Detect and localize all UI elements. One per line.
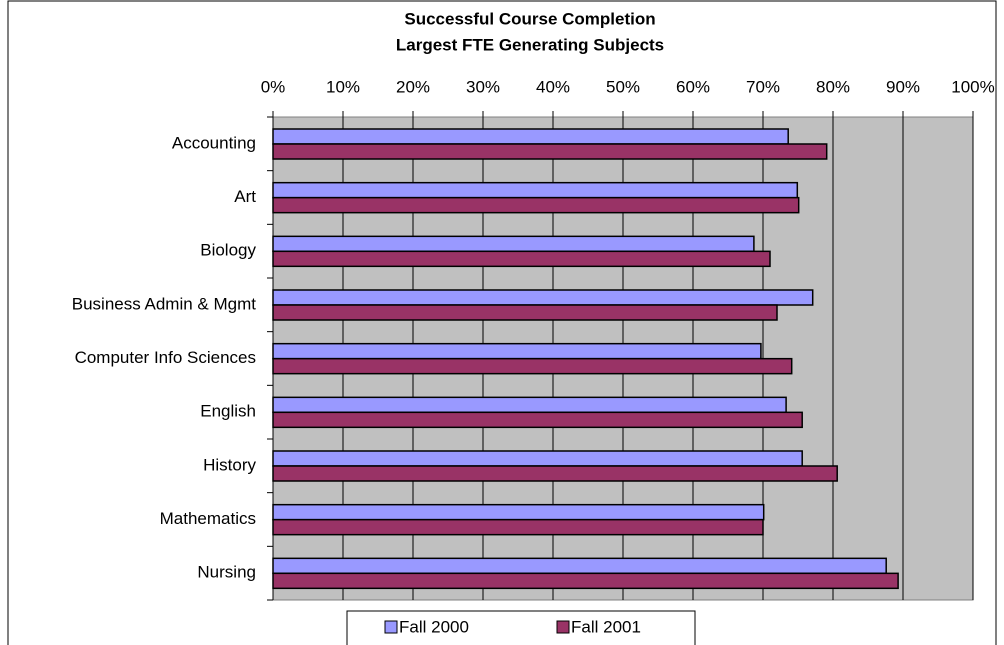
x-tick-label: 20%	[396, 77, 430, 96]
y-tick-label: Business Admin & Mgmt	[72, 294, 257, 313]
bar	[272, 181, 799, 199]
y-tick-label: Mathematics	[160, 509, 256, 528]
legend-label: Fall 2000	[399, 617, 469, 636]
legend-box	[346, 610, 696, 645]
bar	[272, 143, 828, 160]
x-tick-label: 80%	[816, 77, 850, 96]
bar	[272, 235, 755, 253]
bar	[272, 128, 789, 145]
x-tick-label: 60%	[676, 77, 710, 96]
chart-subtitle: Largest FTE Generating Subjects	[396, 35, 664, 54]
y-tick-label: History	[203, 455, 256, 474]
bar	[272, 357, 793, 375]
x-tick-label: 40%	[536, 77, 570, 96]
y-tick-label: Accounting	[172, 133, 256, 152]
chart-frame	[7, 0, 997, 645]
bar	[272, 289, 814, 306]
bar	[272, 411, 803, 429]
y-tick-label: Art	[234, 187, 256, 206]
legend-label: Fall 2001	[571, 617, 641, 636]
x-tick-label: 0%	[261, 77, 286, 96]
bar	[272, 450, 803, 467]
bar	[272, 503, 765, 521]
x-tick-label: 10%	[326, 77, 360, 96]
bar	[272, 304, 778, 321]
x-tick-label: 30%	[466, 77, 500, 96]
x-tick-label: 50%	[606, 77, 640, 96]
bar	[272, 342, 762, 360]
bar	[272, 396, 787, 414]
bar	[272, 518, 764, 536]
bar	[272, 196, 800, 214]
chart-title: Successful Course Completion	[404, 9, 655, 28]
y-tick-label: Computer Info Sciences	[75, 348, 256, 367]
x-tick-label: 100%	[951, 77, 994, 96]
x-tick-label: 90%	[886, 77, 920, 96]
y-tick-label: English	[200, 402, 256, 421]
legend-swatch	[384, 620, 398, 634]
y-tick-label: Biology	[200, 241, 256, 260]
bar	[272, 250, 771, 268]
legend-swatch	[556, 620, 570, 634]
x-tick-label: 70%	[746, 77, 780, 96]
y-tick-label: Nursing	[197, 563, 256, 582]
bar	[272, 572, 899, 590]
bar	[272, 465, 838, 482]
bar	[272, 557, 887, 575]
